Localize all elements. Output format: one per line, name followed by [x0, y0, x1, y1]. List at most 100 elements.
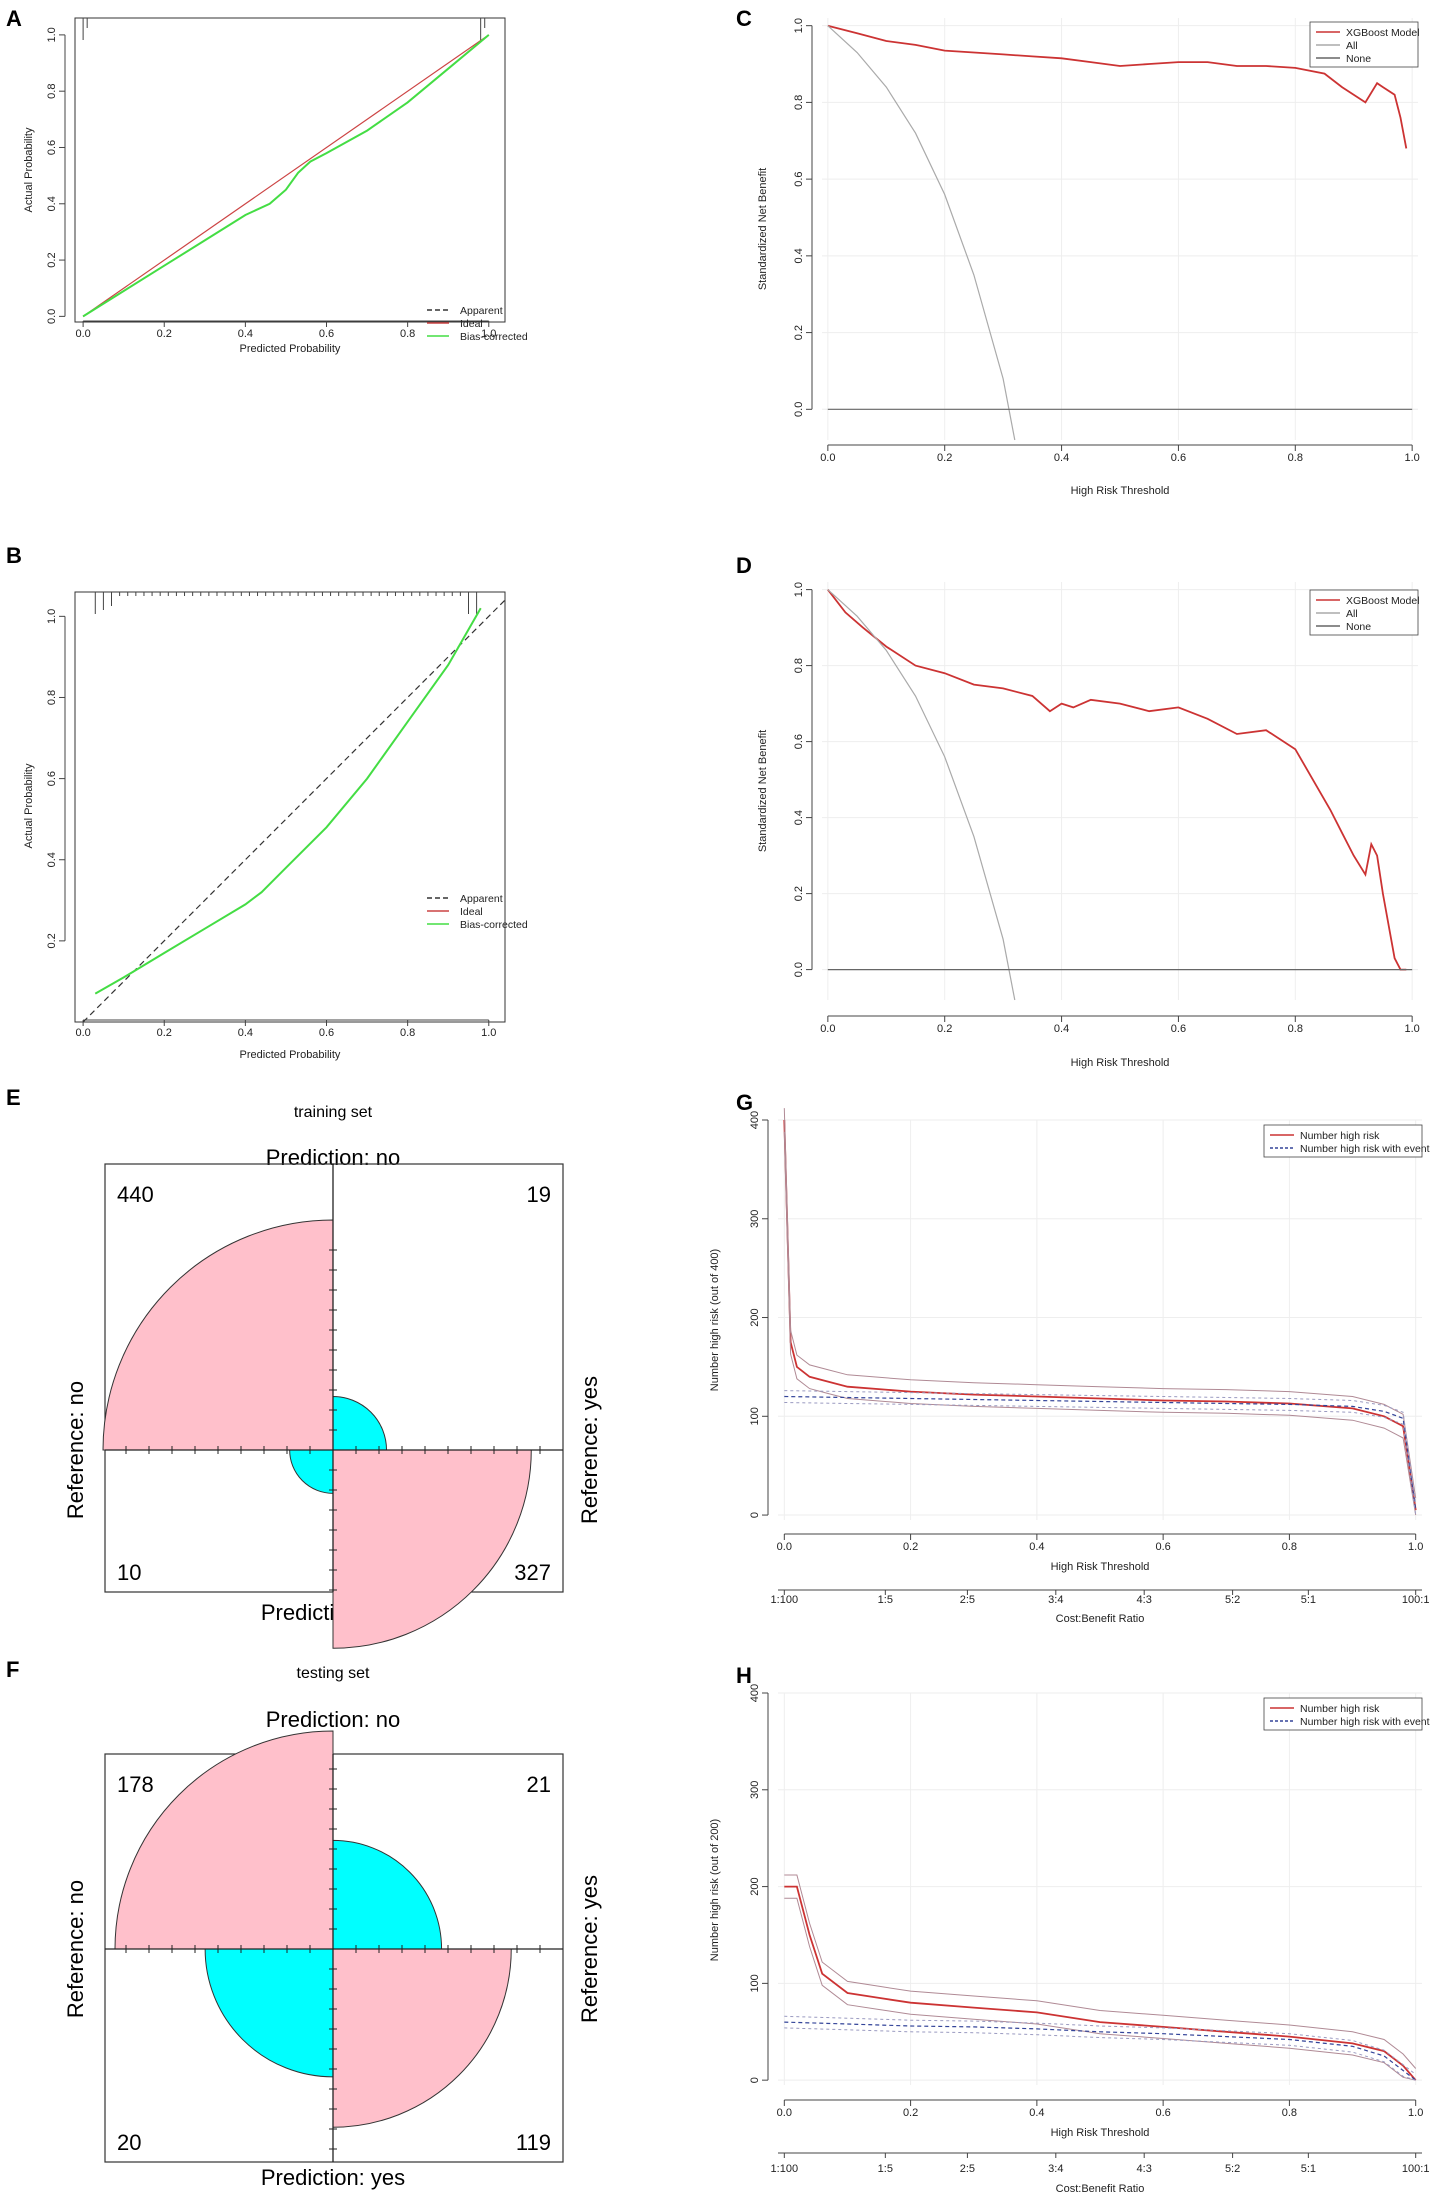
x-tick-label: 0.8	[1288, 1023, 1303, 1035]
legend-label: Apparent	[460, 305, 503, 317]
top-label: Prediction: no	[266, 1707, 401, 1732]
panel-letter: A	[6, 6, 22, 31]
legend-label: Bias-corrected	[460, 919, 528, 931]
y-tick-label: 1.0	[793, 582, 805, 597]
cost-benefit-tick-label: 5:2	[1225, 2163, 1240, 2175]
y-tick-label: 400	[749, 1111, 761, 1129]
x-axis-title: High Risk Threshold	[1051, 2127, 1150, 2139]
x-tick-label: 0.8	[1282, 1541, 1297, 1553]
panel-h: H 0.0 0.2 0.4 0.6 0.8 1.0 High Risk Threshold 0 1…	[709, 1663, 1430, 2195]
left-label: Reference: no	[63, 1381, 88, 1519]
right-label: Reference: yes	[577, 1376, 602, 1524]
cost-benefit-tick-label: 2:5	[960, 1594, 975, 1606]
x-tick-label: 0.4	[238, 1027, 253, 1039]
legend-label: XGBoost Model	[1346, 27, 1420, 39]
y-axis-title: Actual Probability	[23, 763, 35, 848]
x-tick-label: 0.6	[319, 328, 334, 340]
x-tick-label: 0.8	[400, 328, 415, 340]
cost-benefit-tick-label: 1:5	[878, 1594, 893, 1606]
right-label: Reference: yes	[577, 1875, 602, 2023]
y-tick-label: 0.8	[46, 690, 58, 705]
x-axis-title: Predicted Probability	[240, 343, 341, 355]
panel-letter: C	[736, 6, 752, 31]
x-tick-label: 0.2	[903, 2107, 918, 2119]
y-axis-title: Number high risk (out of 200)	[709, 1819, 721, 1961]
count-top-right: 21	[527, 1772, 551, 1797]
legend-box	[1263, 1697, 1423, 1731]
y-tick-label: 300	[749, 1210, 761, 1228]
x-tick-label: 0.6	[1171, 452, 1186, 464]
plot-title: testing set	[297, 1665, 370, 1682]
y-tick-label: 0.8	[46, 84, 58, 99]
count-top-left: 440	[117, 1182, 154, 1207]
left-label: Reference: no	[63, 1880, 88, 2018]
count-top-left: 178	[117, 1772, 154, 1797]
y-axis-title: Actual Probability	[23, 127, 35, 212]
legend-label: Ideal	[460, 318, 483, 330]
y-tick-label: 0.4	[46, 852, 58, 867]
series-line-ideal	[95, 607, 482, 995]
series-line-all	[827, 589, 1016, 1001]
y-tick-label: 1.0	[46, 609, 58, 624]
y-tick-label: 0.6	[46, 771, 58, 786]
legend-label: None	[1346, 621, 1371, 633]
y-axis-title: Standardized Net Benefit	[757, 168, 769, 290]
count-bottom-left: 20	[117, 2130, 141, 2155]
panel-c: C 0.0 0.2 0.4 0.6 0.8 1.0 High Risk Threshold 0.…	[736, 6, 1420, 497]
cost-benefit-tick-label: 1:5	[878, 2163, 893, 2175]
cost-benefit-tick-label: 4:3	[1137, 2163, 1152, 2175]
x-tick-label: 1.0	[1405, 452, 1420, 464]
y-tick-label: 0.4	[793, 248, 805, 263]
quadrant-bottom-left	[289, 1449, 334, 1494]
y-tick-label: 0.0	[46, 309, 58, 324]
plot-frame	[74, 591, 506, 1023]
plot-frame	[74, 17, 506, 323]
quadrant-bottom-left	[204, 1948, 334, 2078]
y-tick-label: 1.0	[46, 27, 58, 42]
cost-benefit-title: Cost:Benefit Ratio	[1056, 2183, 1145, 2195]
y-tick-label: 200	[749, 1308, 761, 1326]
x-tick-label: 0.6	[1171, 1023, 1186, 1035]
x-axis-title: High Risk Threshold	[1071, 485, 1170, 497]
series-line-bias-corrected	[94, 607, 482, 995]
cost-benefit-tick-label: 4:3	[1137, 1594, 1152, 1606]
x-tick-label: 0.2	[157, 1027, 172, 1039]
series-line-number-high-risk	[784, 1885, 1417, 2081]
series-line-number-high-risk	[783, 1119, 1417, 1511]
panel-a: A 0.0 0.2 0.4 0.6 0.8 1.0 Predicted Probability…	[6, 6, 528, 355]
series-line-bias-corrected	[82, 34, 490, 318]
x-tick-label: 1.0	[1408, 1541, 1423, 1553]
count-top-right: 19	[527, 1182, 551, 1207]
panel-g: G 0.0 0.2 0.4 0.6 0.8 1.0 High Risk Threshold 0 1…	[709, 1090, 1430, 1625]
legend-label: None	[1346, 53, 1371, 65]
y-tick-label: 0.8	[793, 658, 805, 673]
x-tick-label: 0.0	[820, 452, 835, 464]
legend-box	[1263, 1124, 1423, 1158]
x-tick-label: 0.0	[820, 1023, 835, 1035]
y-tick-label: 0.2	[46, 252, 58, 267]
ci-band-upper	[784, 2015, 1417, 2075]
x-tick-label: 0.2	[937, 1023, 952, 1035]
x-axis-title: High Risk Threshold	[1071, 1057, 1170, 1069]
y-tick-label: 100	[749, 1407, 761, 1425]
y-tick-label: 0.2	[793, 325, 805, 340]
cost-benefit-tick-label: 2:5	[960, 2163, 975, 2175]
panel-letter: D	[736, 553, 752, 578]
cost-benefit-tick-label: 5:2	[1225, 1594, 1240, 1606]
x-tick-label: 0.4	[1029, 2107, 1044, 2119]
x-tick-label: 0.2	[157, 328, 172, 340]
ci-band-upper	[783, 1108, 1417, 1499]
x-tick-label: 0.8	[1282, 2107, 1297, 2119]
x-tick-label: 0.2	[903, 1541, 918, 1553]
x-tick-label: 1.0	[481, 1027, 496, 1039]
y-tick-label: 300	[749, 1781, 761, 1799]
legend-label: XGBoost Model	[1346, 595, 1420, 607]
cost-benefit-tick-label: 5:1	[1301, 1594, 1316, 1606]
legend-label: Number high risk	[1300, 1703, 1380, 1715]
quadrant-top-left	[102, 1219, 334, 1451]
x-tick-label: 0.0	[777, 1541, 792, 1553]
y-tick-label: 200	[749, 1877, 761, 1895]
quadrant-top-right	[332, 1839, 443, 1950]
y-axis-title: Number high risk (out of 400)	[709, 1249, 721, 1391]
count-bottom-right: 327	[514, 1560, 551, 1585]
